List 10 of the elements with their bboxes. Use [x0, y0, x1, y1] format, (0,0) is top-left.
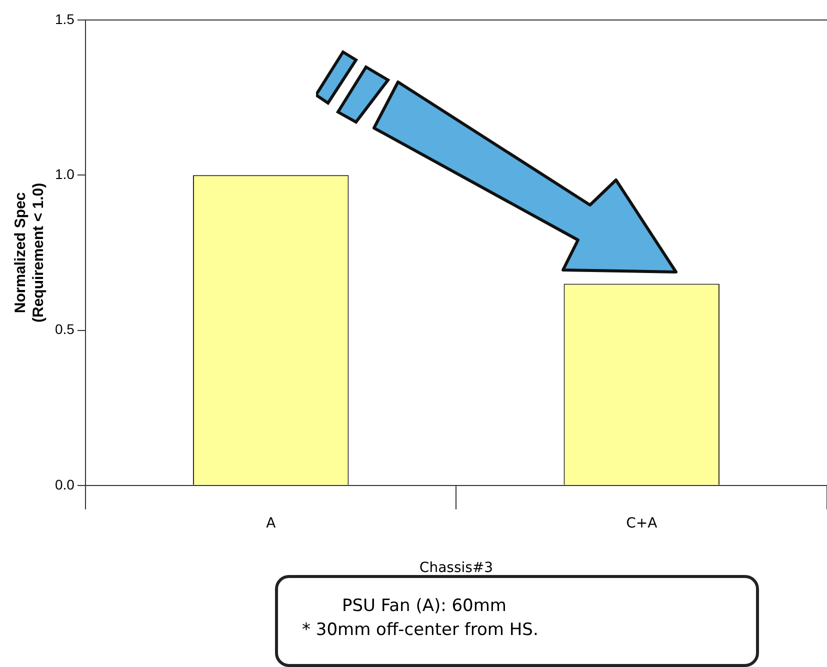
x-axis-title: Chassis#3 — [419, 560, 494, 576]
y-tick-label: 1.0 — [54, 166, 75, 182]
y-tick-label: 1.5 — [54, 10, 75, 27]
y-tick-label: 0.5 — [54, 321, 75, 338]
x-tick-label: A — [266, 515, 276, 532]
y-axis-title: Normalized Spec (Requirement < 1.0) — [12, 182, 48, 323]
text: * 30mm off-center from HS. — [302, 619, 540, 642]
x-tick-label: C+A — [626, 515, 658, 532]
y-tick-label: 0.0 — [54, 476, 75, 492]
text: PSU Fan (A): 60mm — [341, 595, 508, 618]
